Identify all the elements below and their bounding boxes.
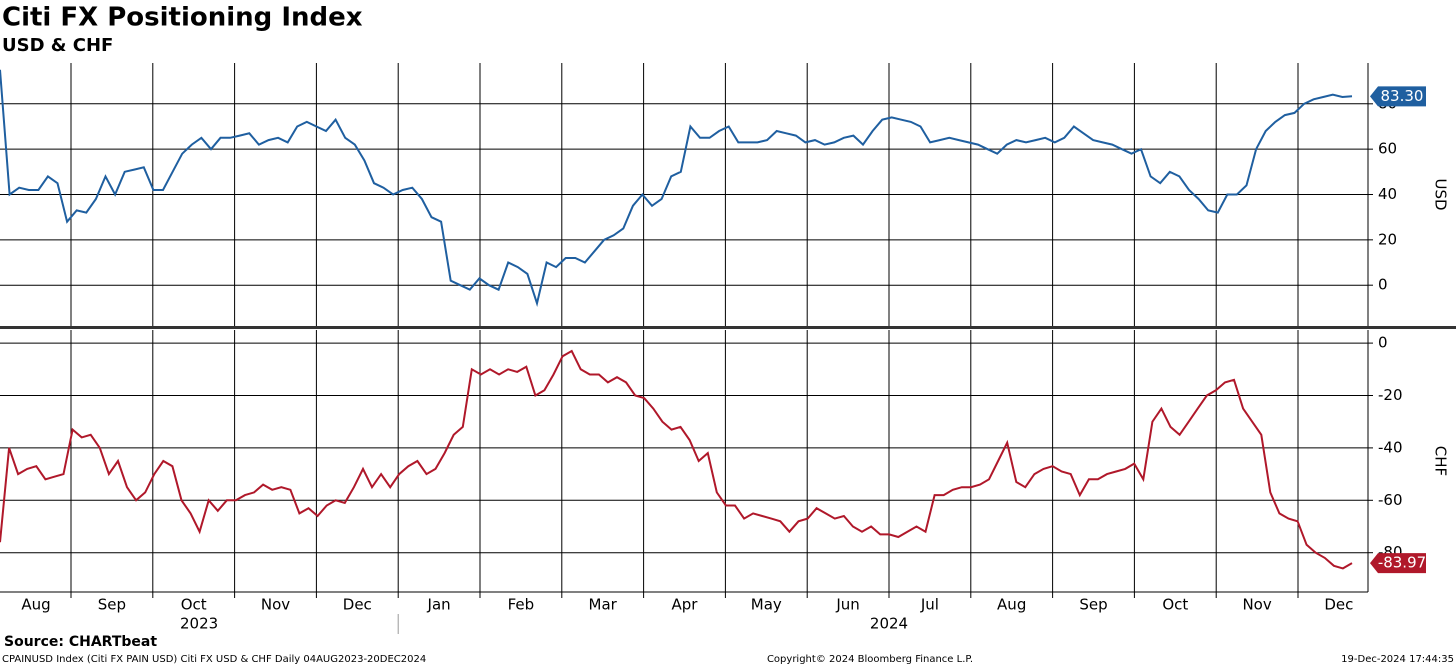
x-tick-label: Sep [98, 596, 126, 614]
x-tick-label: Apr [672, 596, 699, 614]
x-tick-label: Jul [920, 596, 939, 614]
x-tick-label: Dec [1324, 596, 1353, 614]
y-tick-label: 40 [1378, 185, 1397, 203]
footer-right: 19-Dec-2024 17:44:35 [1341, 654, 1454, 665]
x-tick-label: Sep [1079, 596, 1107, 614]
footer-left: CPAINUSD Index (Citi FX PAIN USD) Citi F… [2, 654, 426, 665]
x-tick-label: Dec [343, 596, 372, 614]
last-value-tag [1370, 553, 1426, 574]
last-value-label: -83.97 [1378, 554, 1426, 572]
chart-subtitle: USD & CHF [2, 35, 113, 56]
last-value-tag [1370, 86, 1426, 107]
x-tick-label: Jun [835, 596, 859, 614]
y-tick-label: 20 [1378, 230, 1397, 248]
line-series [0, 69, 1353, 308]
y-axis-label: CHF [1432, 446, 1450, 476]
x-tick-label: May [751, 596, 782, 614]
x-tick-label: Mar [589, 596, 618, 614]
footer-center: Copyright© 2024 Bloomberg Finance L.P. [767, 654, 973, 665]
y-axis-label: USD [1432, 178, 1450, 210]
last-value-label: 83.30 [1381, 87, 1424, 105]
source: Source: CHARTbeat [4, 634, 157, 650]
y-tick-label: -60 [1378, 491, 1403, 509]
x-tick-label: Nov [1242, 596, 1271, 614]
x-tick-label: Oct [1162, 596, 1188, 614]
line-series [0, 349, 1353, 570]
x-tick-label: Aug [997, 596, 1026, 614]
y-tick-label: 60 [1378, 140, 1397, 158]
y-tick-label: 0 [1378, 276, 1388, 294]
x-year-label: 2024 [870, 615, 908, 633]
y-tick-label: 0 [1378, 334, 1388, 352]
x-tick-label: Feb [508, 596, 535, 614]
y-tick-label: -40 [1378, 438, 1403, 456]
chart-title: Citi FX Positioning Index [2, 3, 363, 33]
y-tick-label: -20 [1378, 386, 1403, 404]
x-year-label: 2023 [180, 615, 218, 633]
x-tick-label: Oct [181, 596, 207, 614]
x-tick-label: Jan [427, 596, 451, 614]
x-tick-label: Aug [21, 596, 50, 614]
x-tick-label: Nov [261, 596, 290, 614]
